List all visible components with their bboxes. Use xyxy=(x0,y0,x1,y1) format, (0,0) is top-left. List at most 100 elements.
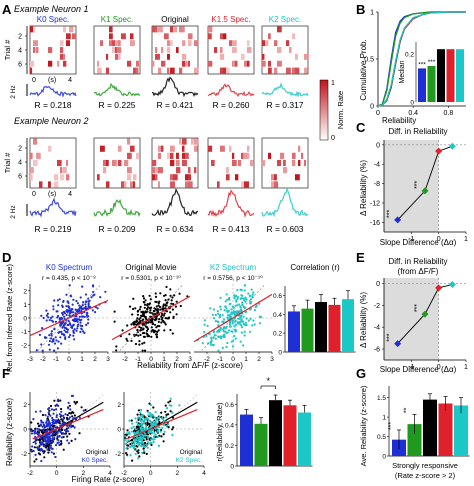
raster-mark xyxy=(188,174,192,181)
scatter-point xyxy=(62,448,65,451)
raster-mark xyxy=(106,159,109,167)
fit-line xyxy=(126,409,198,440)
raster-mark xyxy=(106,67,109,74)
scatter-point xyxy=(63,323,66,326)
scatter-point xyxy=(211,344,214,347)
scatter-point xyxy=(113,320,116,323)
xtick-label: 4 xyxy=(202,470,206,477)
raster-mark xyxy=(235,174,239,181)
scatter-point xyxy=(148,419,151,422)
scatter-point xyxy=(164,299,167,302)
e-xlabel: Slope Difference (Δα) xyxy=(380,365,457,374)
scatter-point xyxy=(154,319,157,322)
scatter-point xyxy=(85,311,89,314)
scatter-point xyxy=(76,318,79,321)
scatter-point xyxy=(234,337,237,340)
scatter-point xyxy=(63,312,66,315)
rate-trace xyxy=(261,82,309,98)
raster-mark xyxy=(194,145,198,152)
scatter-point xyxy=(65,416,69,420)
scatter-point xyxy=(68,404,71,407)
raster-mark xyxy=(295,174,300,181)
scatter-point xyxy=(60,436,64,439)
raster-mark xyxy=(277,26,282,33)
scatter-point xyxy=(164,404,167,407)
scatter-point xyxy=(160,321,163,324)
raster-mark xyxy=(232,40,237,47)
raster-mark xyxy=(292,67,297,74)
ytick-label: 0 xyxy=(23,427,27,434)
scatter-point xyxy=(222,334,226,337)
scatter-point xyxy=(143,301,146,304)
raster-mark xyxy=(194,40,199,47)
scatter-point xyxy=(212,317,215,320)
scatter-point xyxy=(37,452,41,455)
scatter-point xyxy=(251,293,254,296)
scatter-point xyxy=(136,317,139,320)
scatter-point xyxy=(224,300,227,303)
g-ylabel: Ave. Reliability (z-score) xyxy=(359,385,368,466)
scatter-point xyxy=(150,335,153,338)
scatter-point xyxy=(40,314,43,317)
scatter-point xyxy=(151,322,154,326)
raster-mark xyxy=(48,145,52,152)
scatter-point xyxy=(58,298,61,301)
scatter-point xyxy=(143,451,146,454)
raster-mark xyxy=(185,181,190,188)
raster-mark xyxy=(211,159,215,167)
raster-mark xyxy=(298,145,301,152)
scatter-point xyxy=(214,313,217,317)
scatter-point xyxy=(240,318,243,322)
scatter-point xyxy=(165,285,168,289)
ytick-label: -1 xyxy=(21,329,27,336)
scatter-point xyxy=(68,322,71,325)
scatter-point xyxy=(155,422,158,425)
scatter-point xyxy=(61,432,65,435)
scatter-point xyxy=(57,340,60,343)
raster-mark xyxy=(262,159,266,167)
rate-trace xyxy=(207,189,255,218)
scatter-point xyxy=(157,444,160,447)
scatter-point xyxy=(78,315,81,318)
scatter-point xyxy=(149,430,152,433)
scatter-point xyxy=(218,335,221,338)
scatter-point xyxy=(58,413,61,416)
scatter-point xyxy=(146,441,149,444)
delta-point xyxy=(421,187,429,195)
scatter-point xyxy=(209,341,212,344)
raster-mark xyxy=(208,60,213,67)
scatter-point xyxy=(78,432,81,435)
scatter-point xyxy=(226,298,229,301)
scatter-point xyxy=(245,323,248,327)
raster-mark xyxy=(155,174,158,181)
ytick-label: -2 xyxy=(115,451,121,458)
raster-mark xyxy=(274,174,277,181)
scatter-point xyxy=(166,301,169,304)
scatter-point xyxy=(133,442,136,445)
panel-letter-g: G xyxy=(356,366,366,381)
raster-mark xyxy=(115,40,120,47)
raster-mark xyxy=(170,152,174,159)
scatter-point xyxy=(76,327,79,330)
scatter-point xyxy=(46,418,49,422)
scatter-point xyxy=(132,425,135,428)
raster-mark xyxy=(112,40,116,47)
scatter-point xyxy=(241,301,244,304)
scatter-point xyxy=(225,345,228,349)
unity-line xyxy=(201,285,265,351)
r-value-label: R = 0.317 xyxy=(266,100,303,110)
scatter-point xyxy=(249,317,252,320)
scatter-point xyxy=(143,311,146,314)
scatter-point xyxy=(244,321,248,324)
scatter-point xyxy=(134,449,138,452)
raster-mark xyxy=(97,60,100,67)
raster-mark xyxy=(265,40,269,47)
scatter-point xyxy=(167,426,170,429)
scatter-point xyxy=(94,311,97,314)
raster-mark xyxy=(63,60,67,67)
raster-mark xyxy=(292,152,296,159)
scatter-point xyxy=(64,422,67,425)
raster-mark xyxy=(182,60,186,67)
scatter-point xyxy=(243,334,246,337)
